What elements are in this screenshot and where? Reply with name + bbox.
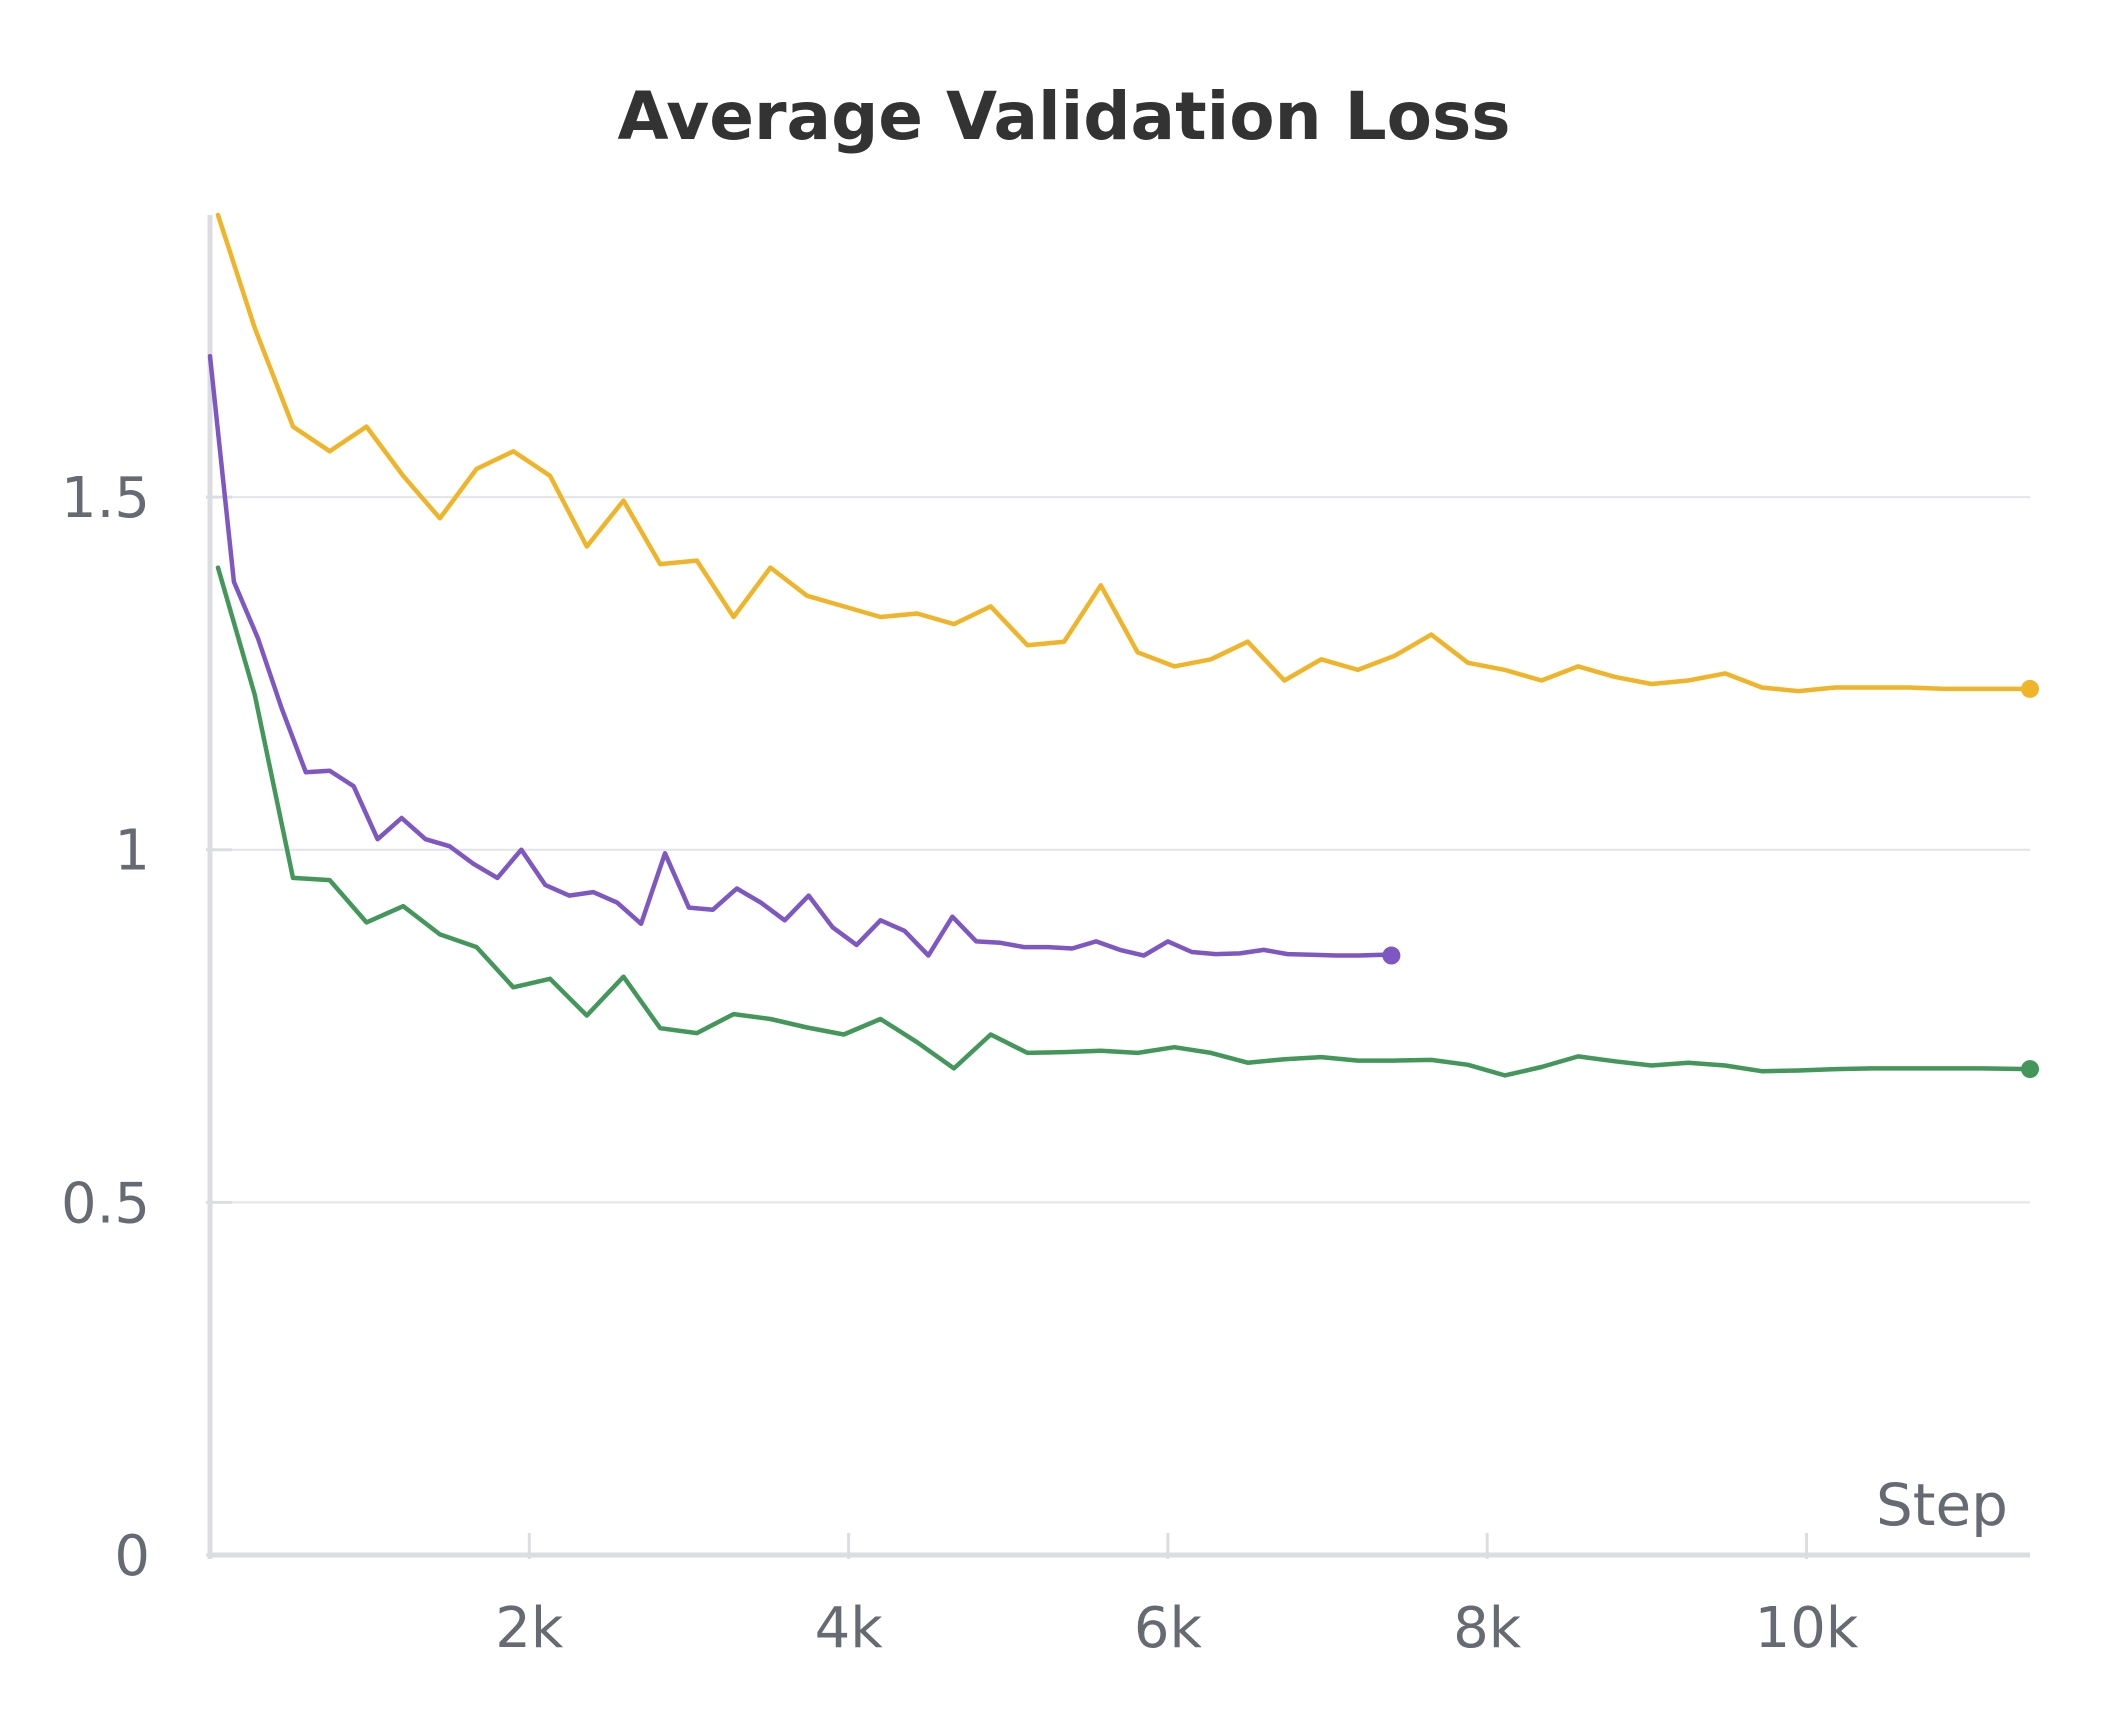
y-tick-label: 1.5 [61,466,150,531]
x-tick-label: 4k [815,1596,884,1661]
y-tick-label: 1 [114,819,150,884]
series-endpoint-3 [2021,1060,2039,1079]
y-tick-label: 0 [114,1524,150,1589]
series-line-2 [207,353,1394,958]
series-layer [207,212,2039,1079]
series-line-1 [215,212,2033,694]
x-axis-title: Step [1876,1471,2008,1539]
series-endpoint-1 [2021,679,2039,698]
chart-title: Average Validation Loss [617,78,1511,155]
x-tick-label: 10k [1755,1596,1859,1661]
grid-layer [210,496,2030,1204]
y-tick-label: 0.5 [61,1171,150,1236]
x-tick-label: 8k [1453,1596,1522,1661]
series-line-3 [215,565,2033,1078]
x-tick-label: 2k [495,1596,564,1661]
series-endpoint-2 [1382,946,1401,965]
x-tick-label: 6k [1134,1596,1203,1661]
axis-layer: 0 0.5 1 1.5 2k 4k 6k 8k 10k [61,215,2030,1661]
